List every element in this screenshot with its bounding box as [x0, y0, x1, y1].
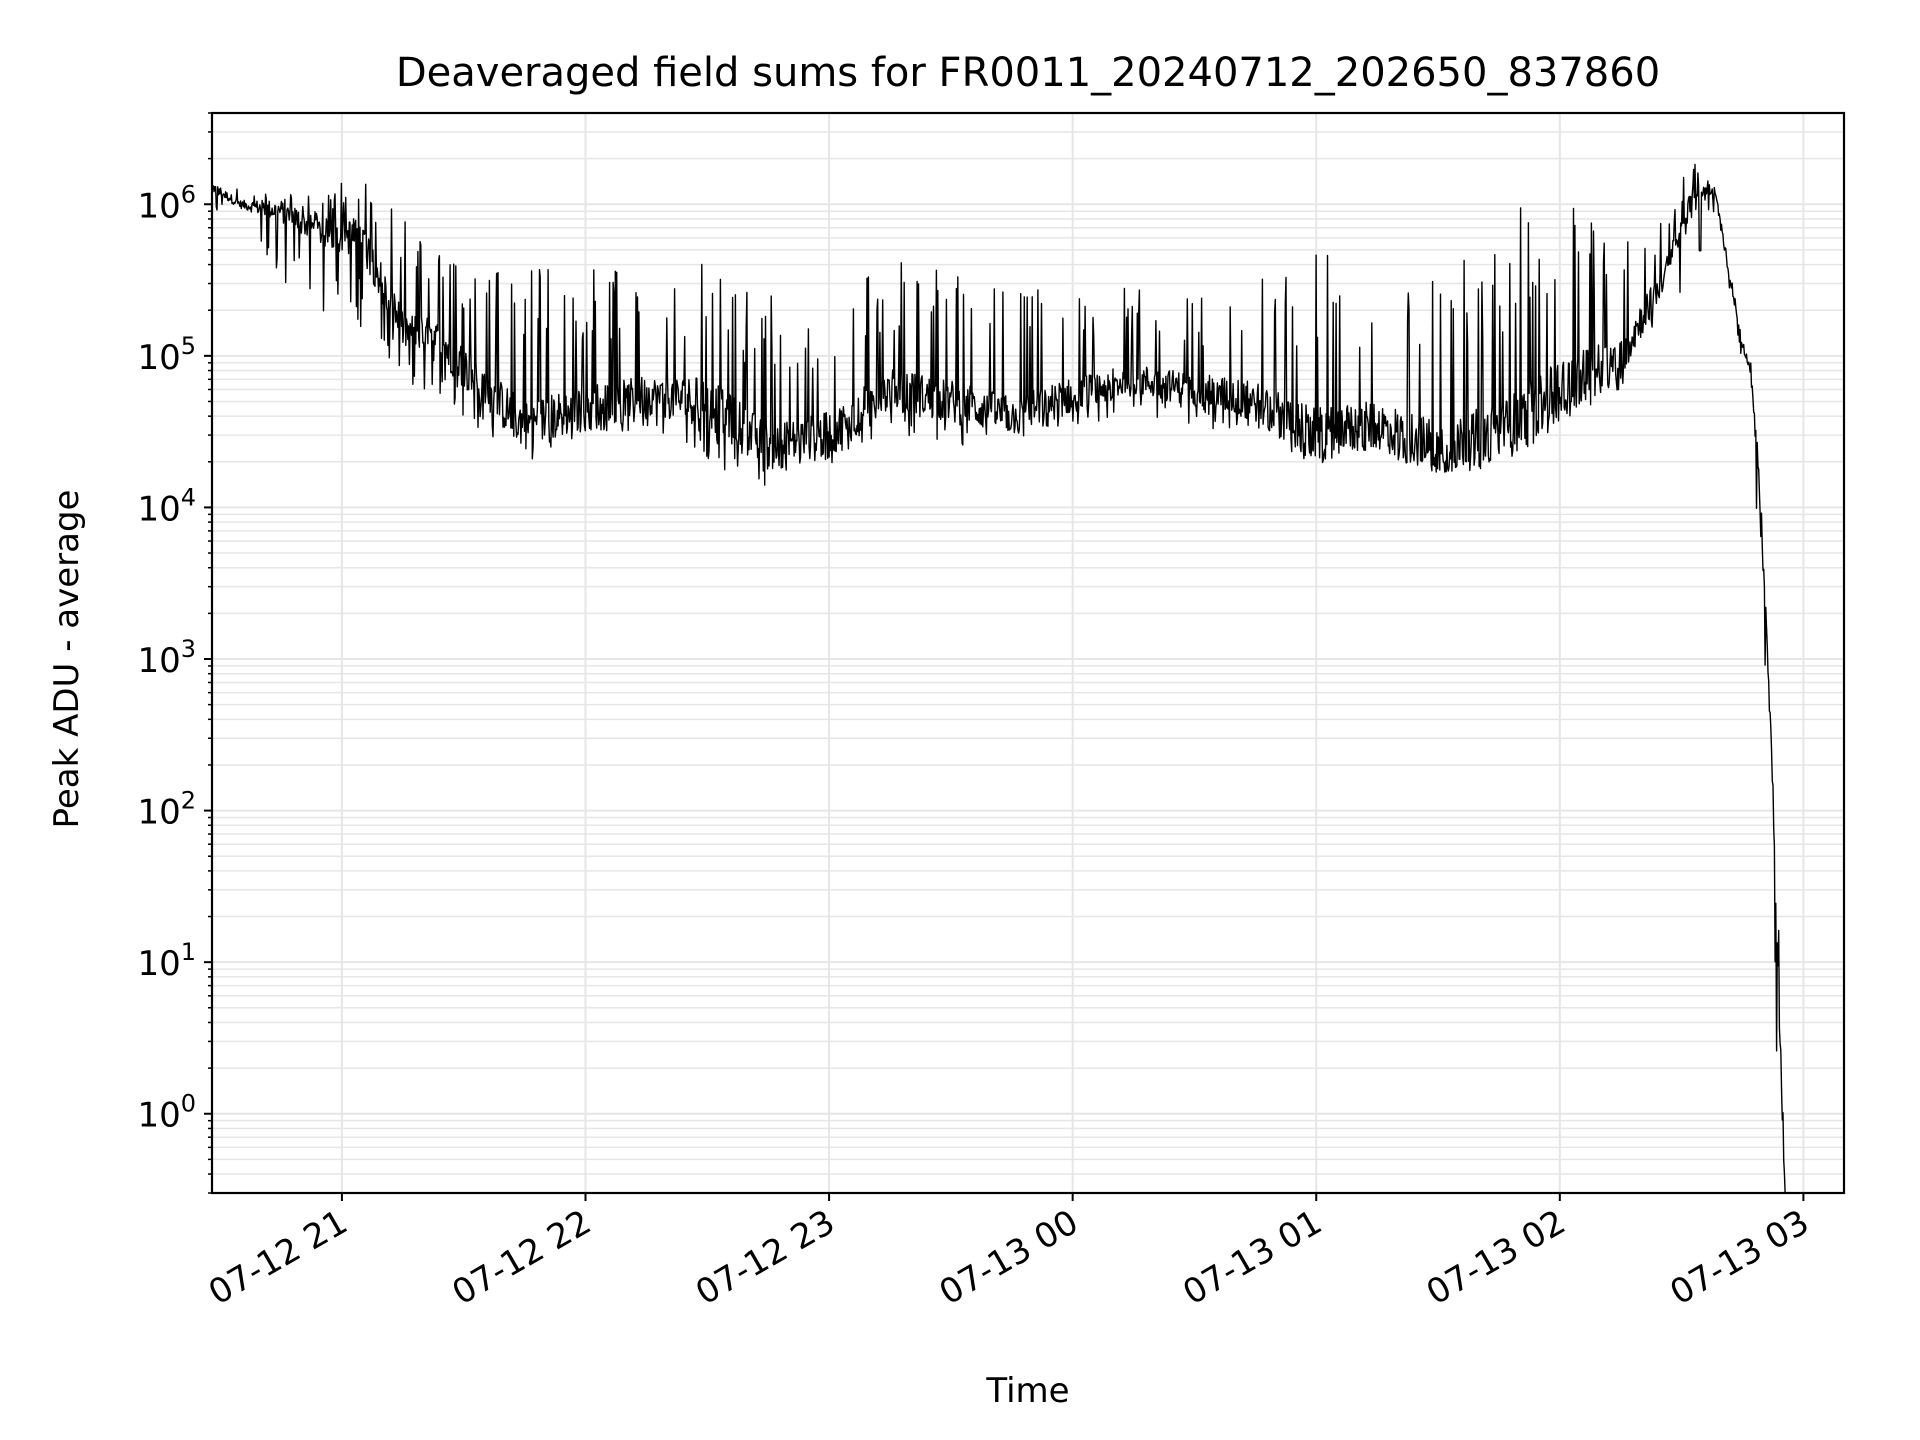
y-tick-label: 105 [137, 332, 196, 378]
y-tick-label-exponent: 5 [181, 332, 196, 360]
y-tick-label-base: 10 [137, 186, 180, 226]
y-tick-label: 106 [137, 180, 196, 226]
y-tick-label-exponent: 1 [181, 938, 196, 966]
y-tick-label-exponent: 4 [181, 483, 196, 511]
series-line-layer [211, 163, 1786, 1193]
y-axis-label: Peak ADU - average [47, 490, 87, 829]
y-tick-label: 101 [137, 938, 196, 984]
y-tick-label: 102 [137, 787, 196, 833]
y-tick-label-base: 10 [137, 489, 180, 529]
y-tick-label-exponent: 0 [181, 1090, 196, 1118]
series-line [211, 163, 1786, 1193]
y-tick-label-base: 10 [137, 1096, 180, 1136]
y-tick-label: 103 [137, 635, 196, 681]
plot-frame [210, 111, 1846, 1195]
y-tick-label-base: 10 [137, 793, 180, 833]
y-tick-label-exponent: 6 [181, 180, 196, 208]
chart-title: Deaveraged field sums for FR0011_2024071… [396, 50, 1660, 96]
y-tick-label: 104 [137, 483, 196, 529]
y-tick-label-base: 10 [137, 944, 180, 984]
y-tick-label-base: 10 [137, 338, 180, 378]
y-tick-label-base: 10 [137, 641, 180, 681]
y-tick-label: 100 [137, 1090, 196, 1136]
x-axis-label: Time [985, 1371, 1069, 1411]
y-tick-label-exponent: 2 [181, 787, 196, 815]
y-tick-label-exponent: 3 [181, 635, 196, 663]
